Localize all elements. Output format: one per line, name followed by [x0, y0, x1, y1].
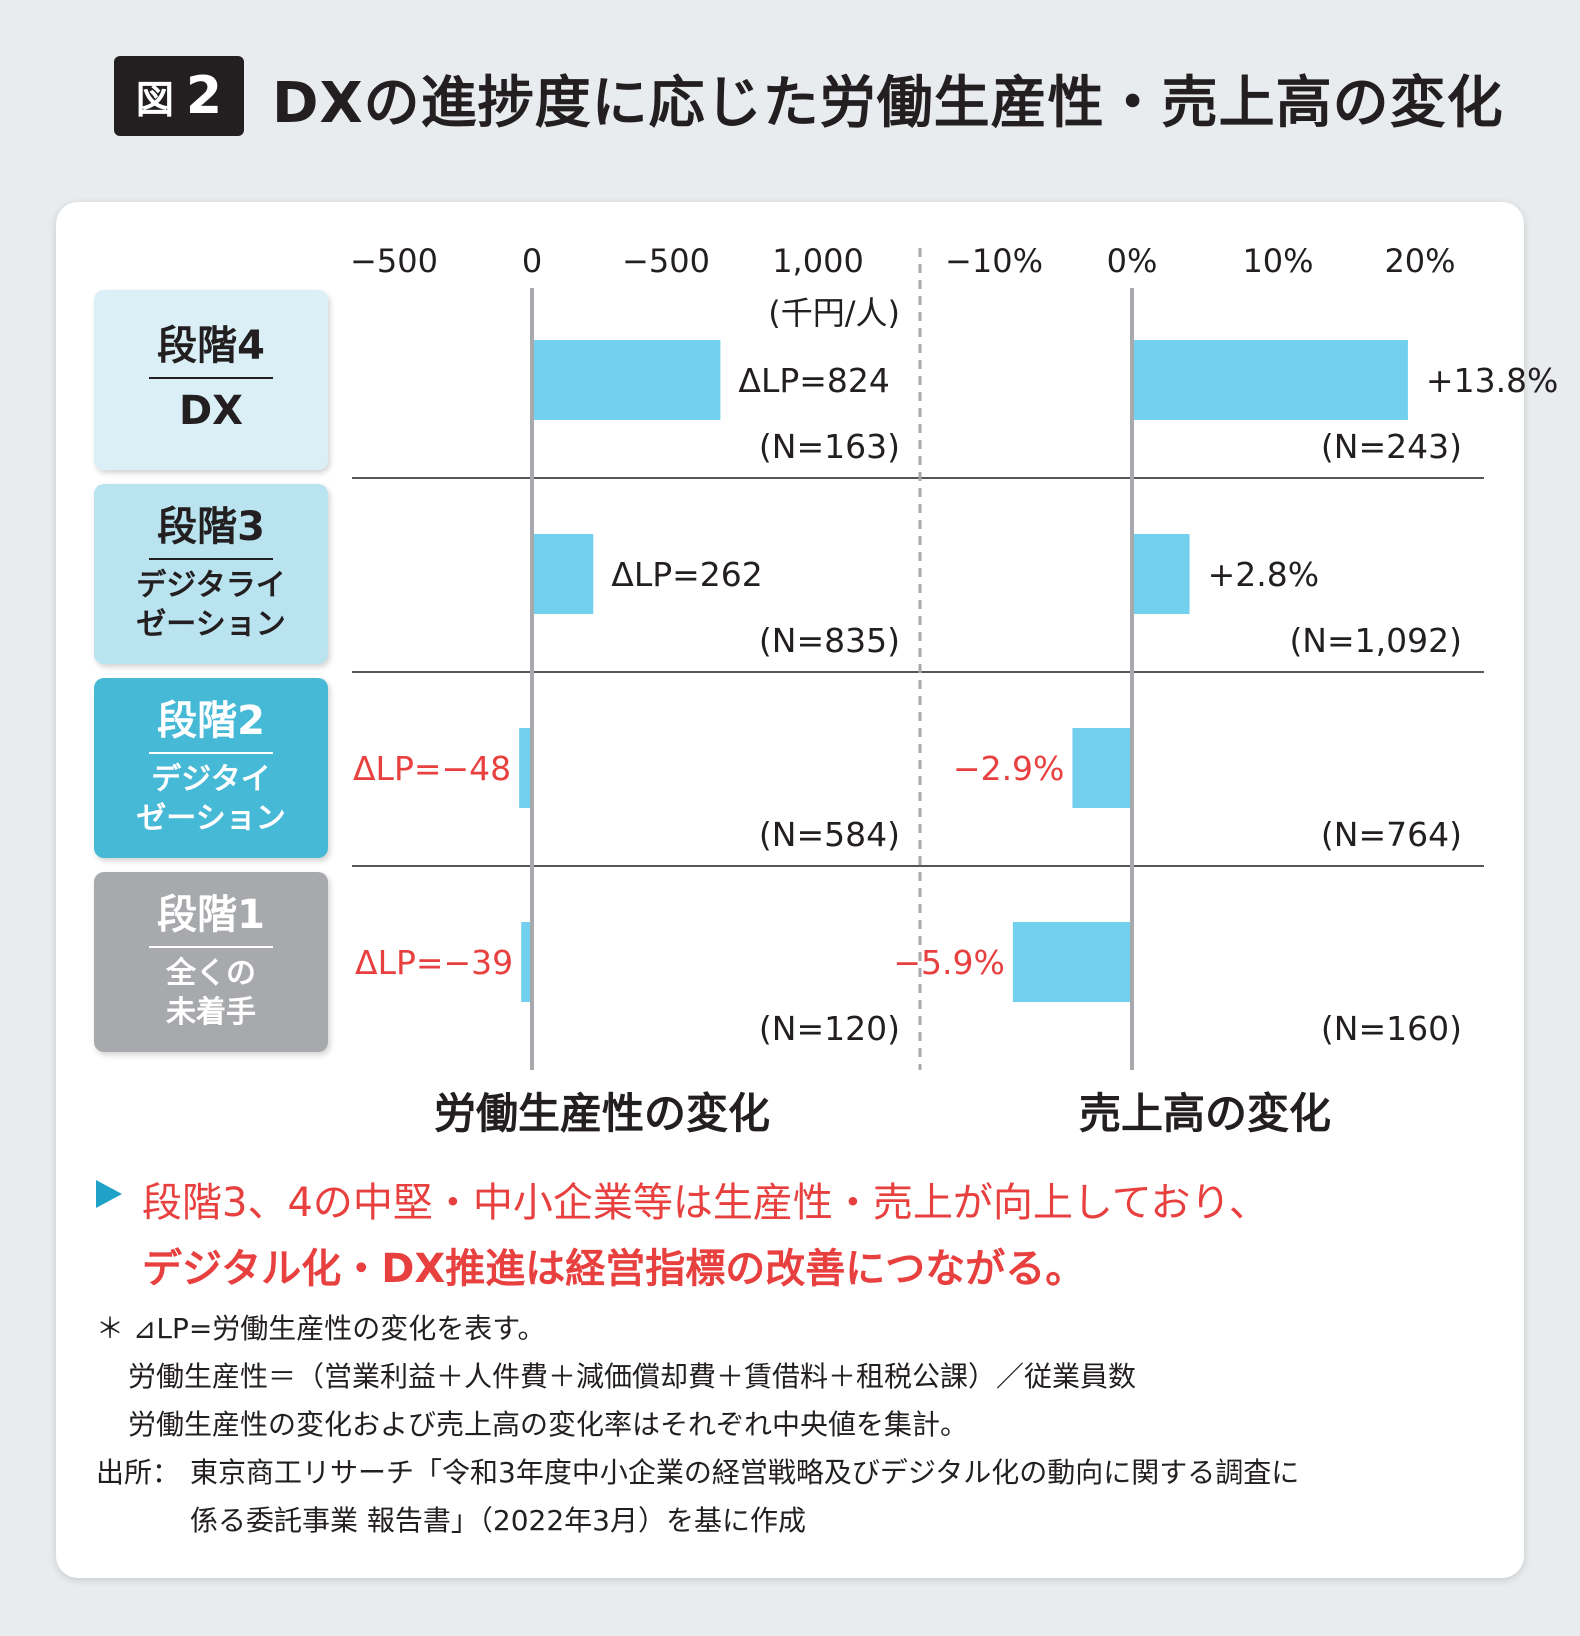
bar	[534, 534, 594, 614]
tick-label: 20%	[1384, 242, 1455, 280]
stage-3-box: 段階3 デジタライ ゼーション	[94, 484, 328, 664]
figure-label: 図	[135, 77, 174, 122]
takeaway-line-2: デジタル化・DX推進は経営指標の改善につながる。	[142, 1246, 1086, 1292]
stage-name: 段階4	[157, 323, 265, 369]
n-label: (N=163)	[759, 427, 900, 466]
tick-label: 0%	[1107, 242, 1158, 280]
figure-title: DXの進捗度に応じた労働生産性・売上高の変化	[272, 71, 1504, 136]
note-1: ＊ ⊿LP=労働生産性の変化を表す。	[96, 1312, 546, 1345]
tick-label: 10%	[1242, 242, 1313, 280]
stage-1-box: 段階1 全くの 未着手	[94, 872, 328, 1052]
source-line-1: 東京商工リサーチ「令和3年度中小企業の経営戦略及びデジタル化の動向に関する調査に	[190, 1456, 1300, 1489]
bar	[1072, 728, 1130, 808]
stage-2-box: 段階2 デジタイ ゼーション	[94, 678, 328, 858]
figure-badge: 図 2	[114, 56, 244, 136]
stage-divider	[149, 377, 273, 379]
stage-description: デジタイ ゼーション	[136, 762, 286, 836]
n-label: (N=764)	[1321, 815, 1462, 854]
stage-description: 全くの 未着手	[166, 956, 256, 1030]
note-2: 労働生産性＝（営業利益＋人件費＋減価償却費＋賃借料＋租税公課）／従業員数	[128, 1360, 1137, 1393]
data-label: ΔLP=−39	[355, 943, 513, 982]
stage-description: デジタライ ゼーション	[136, 568, 286, 642]
bar	[1012, 922, 1130, 1002]
stage-description: DX	[178, 388, 244, 434]
stage-name: 段階3	[157, 504, 265, 550]
bar	[534, 340, 721, 420]
n-label: (N=584)	[759, 815, 900, 854]
n-label: (N=243)	[1321, 427, 1462, 466]
data-label: −2.9%	[953, 749, 1065, 788]
tick-label: −500	[350, 242, 438, 280]
data-label: +2.8%	[1208, 555, 1320, 594]
panel-title: 売上高の変化	[1079, 1089, 1331, 1138]
tick-label: 1,000	[772, 242, 864, 280]
note-3: 労働生産性の変化および売上高の変化率はそれぞれ中央値を集計。	[128, 1408, 969, 1441]
bar	[519, 728, 530, 808]
n-label: (N=835)	[759, 621, 900, 660]
n-label: (N=120)	[759, 1009, 900, 1048]
panel-title: 労働生産性の変化	[434, 1089, 770, 1138]
bar	[521, 922, 530, 1002]
unit-label: (千円/人)	[768, 294, 900, 332]
source-line-2: 係る委託事業 報告書」（2022年3月）を基に作成	[190, 1504, 806, 1537]
stage-divider	[149, 752, 273, 754]
figure-number: 2	[185, 66, 223, 126]
bar	[1134, 534, 1190, 614]
data-label: +13.8%	[1426, 361, 1558, 400]
takeaway-line-1: 段階3、4の中堅・中小企業等は生産性・売上が向上しており、	[142, 1180, 1269, 1226]
n-label: (N=160)	[1321, 1009, 1462, 1048]
stage-4-box: 段階4 DX	[94, 290, 328, 470]
data-label: −5.9%	[893, 943, 1005, 982]
stage-divider	[149, 558, 273, 560]
tick-label: −500	[622, 242, 710, 280]
data-label: ΔLP=262	[611, 555, 763, 594]
data-label: ΔLP=−48	[353, 749, 511, 788]
triangle-arrow-icon	[96, 1180, 122, 1208]
source-label: 出所：	[96, 1456, 181, 1489]
stage-name: 段階2	[157, 698, 265, 744]
tick-label: 0	[522, 242, 542, 280]
stage-divider	[149, 946, 273, 948]
data-label: ΔLP=824	[738, 361, 890, 400]
bar	[1134, 340, 1408, 420]
stage-name: 段階1	[157, 892, 265, 938]
tick-label: −10%	[945, 242, 1043, 280]
n-label: (N=1,092)	[1289, 621, 1462, 660]
